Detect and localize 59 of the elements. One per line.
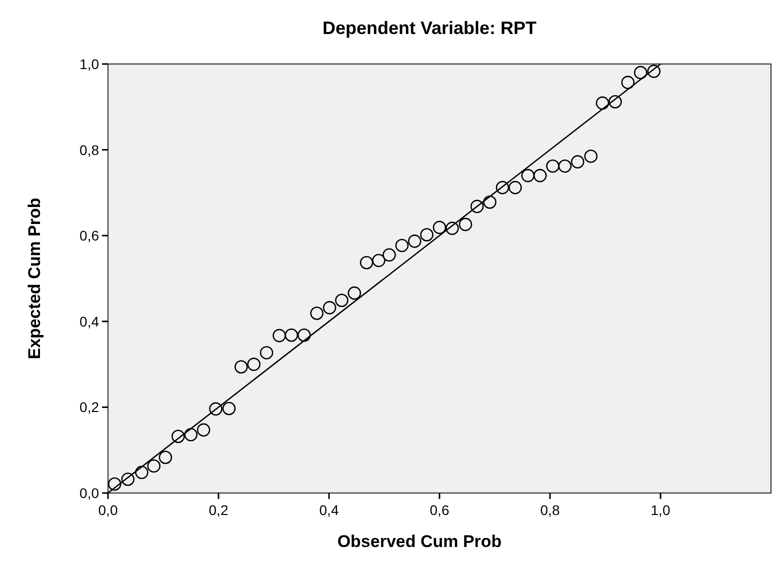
point — [483, 195, 496, 209]
x-axis-title: Observed Cum Prob — [337, 532, 502, 551]
point — [247, 358, 261, 371]
point — [647, 64, 661, 78]
point — [135, 466, 148, 480]
x-tick-label: 0,4 — [319, 502, 339, 518]
point — [408, 234, 422, 248]
point — [608, 95, 622, 108]
point — [121, 472, 135, 486]
point — [496, 180, 510, 194]
point — [310, 306, 324, 320]
point — [570, 155, 584, 168]
y-tick-label: 1,0 — [80, 56, 100, 72]
point — [420, 228, 434, 242]
y-tick-label: 0,6 — [80, 228, 100, 244]
x-tick-label: 0,2 — [208, 502, 228, 518]
x-tick-label: 1,0 — [650, 502, 670, 518]
point — [272, 328, 286, 342]
point — [284, 328, 298, 342]
y-axis-title: Expected Cum Prob — [25, 198, 44, 360]
x-tick-label: 0,0 — [98, 502, 118, 518]
point — [297, 328, 311, 342]
point — [382, 248, 396, 262]
point — [158, 450, 172, 464]
point — [172, 430, 185, 444]
point — [348, 286, 362, 300]
x-tick-label: 0,8 — [540, 502, 560, 518]
point — [234, 360, 248, 374]
point — [634, 66, 648, 80]
point — [209, 402, 222, 416]
chart-title: Dependent Variable: RPT — [322, 18, 537, 38]
point — [521, 168, 535, 182]
point — [596, 96, 610, 110]
point — [372, 254, 386, 268]
point — [546, 159, 560, 173]
y-tick-label: 0,8 — [80, 142, 100, 158]
point — [533, 168, 547, 182]
point — [446, 222, 459, 235]
y-tick-label: 0,4 — [80, 313, 100, 330]
point — [260, 346, 274, 360]
point — [322, 301, 336, 314]
y-tick-label: 0,2 — [80, 399, 100, 416]
point — [184, 428, 198, 442]
point — [222, 402, 236, 416]
point — [508, 180, 522, 194]
point — [621, 76, 635, 90]
point — [432, 220, 446, 234]
point — [360, 256, 374, 270]
y-tick-label: 0,0 — [80, 485, 100, 501]
point — [584, 150, 598, 163]
point — [108, 477, 122, 491]
point — [395, 238, 409, 252]
point — [458, 218, 472, 232]
point — [335, 294, 348, 308]
point — [470, 200, 484, 214]
point — [558, 159, 572, 173]
point — [196, 423, 210, 437]
x-tick-label: 0,6 — [430, 502, 450, 518]
point — [147, 459, 161, 473]
